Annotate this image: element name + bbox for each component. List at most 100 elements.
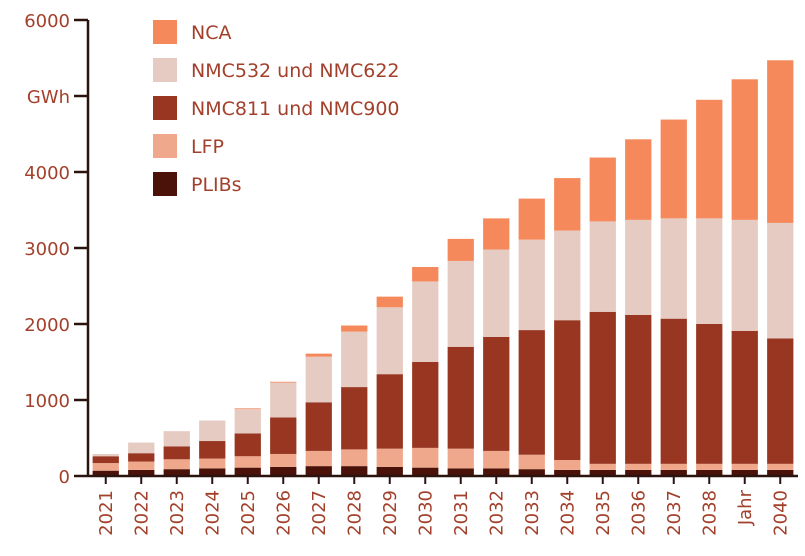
bar-segment-2027-series-0 [305,466,332,476]
bar-segment-2029-series-2 [376,374,403,449]
legend-label: NMC811 und NMC900 [191,98,400,120]
x-tick-label: 2028 [344,490,365,536]
bar-segment-2037-series-3 [660,218,687,319]
x-tick-label: 2037 [664,490,685,536]
bar-segment-2032-series-1 [483,450,510,469]
bar-segment-2028-series-3 [341,331,368,388]
bars-layer [92,60,794,476]
x-tick-label: Jahr [735,489,756,526]
y-tick-label: 1000 [24,391,70,412]
x-tick-label: 2034 [557,490,578,536]
bar-segment-2026-series-4 [270,381,297,383]
bar-segment-2036-series-0 [625,469,652,476]
x-tick-label: 2026 [273,490,294,536]
bar-segment-2038-series-4 [696,99,723,219]
bar-segment-2029-series-0 [376,466,403,476]
bar-segment-2023-series-1 [163,459,190,470]
bar-segment-2040-series-2 [767,338,794,464]
x-tick-label: 2032 [486,490,507,536]
bar-segment-2033-series-3 [518,239,545,331]
y-axis-unit-label: GWh [27,87,70,108]
bar-segment-2040-series-4 [767,60,794,223]
bar-segment-2035-series-1 [589,463,616,470]
bar-segment-2027-series-2 [305,402,332,451]
bar-segment-2034-series-0 [554,469,581,476]
y-tick-label: 3000 [24,239,70,260]
bar-segment-2027-series-3 [305,356,332,403]
x-tick-label: 2022 [131,490,152,536]
bar-segment-2023-series-2 [163,446,190,460]
x-tick-label: 2033 [522,490,543,536]
bar-segment-2034-series-3 [554,230,581,321]
bar-segment-2030-series-2 [412,362,439,448]
bar-segment-2024-series-0 [199,468,226,476]
bar-segment-2031-series-1 [447,448,474,469]
bar-segment-Jahr-series-4 [731,79,758,220]
y-tick-label: 2000 [24,315,70,336]
bar-segment-2036-series-2 [625,314,652,464]
bar-segment-2022-series-3 [128,442,155,454]
bar-segment-2023-series-3 [163,431,190,447]
bar-segment-2027-series-1 [305,450,332,467]
bar-segment-2031-series-0 [447,468,474,476]
legend-label: NCA [191,22,231,44]
x-tick-label: 2030 [415,490,436,536]
bar-segment-2021-series-3 [92,453,119,457]
bar-segment-2021-series-0 [92,470,119,476]
bar-segment-2022-series-1 [128,461,155,470]
bar-segment-2024-series-3 [199,420,226,442]
legend-label: LFP [191,136,224,158]
x-tick-label: 2035 [593,490,614,536]
bar-segment-2034-series-4 [554,178,581,231]
bar-segment-2026-series-0 [270,466,297,476]
bar-segment-2029-series-3 [376,307,403,375]
bar-segment-2037-series-4 [660,119,687,219]
x-tick-label: 2038 [699,490,720,536]
bar-segment-2028-series-0 [341,466,368,476]
bar-segment-2024-series-2 [199,441,226,459]
bar-segment-2036-series-4 [625,139,652,220]
bar-segment-2032-series-0 [483,468,510,476]
y-tick-label: 0 [59,467,70,488]
x-tick-label: 2036 [628,490,649,536]
bar-segment-2030-series-1 [412,447,439,468]
bar-segment-2030-series-0 [412,467,439,476]
bar-segment-2022-series-0 [128,469,155,476]
bar-segment-2040-series-1 [767,463,794,470]
bar-segment-2035-series-3 [589,221,616,312]
bar-segment-2034-series-2 [554,320,581,461]
bar-segment-2030-series-4 [412,267,439,282]
bar-segment-2038-series-0 [696,469,723,476]
bar-segment-2035-series-2 [589,311,616,464]
x-tick-label: 2027 [309,490,330,536]
bar-segment-2026-series-1 [270,453,297,467]
bar-segment-2024-series-1 [199,458,226,469]
bar-segment-2036-series-3 [625,219,652,315]
bar-segment-2033-series-4 [518,198,545,240]
bar-segment-2033-series-2 [518,330,545,455]
x-tick-label: 2023 [167,490,188,536]
bar-segment-2035-series-4 [589,157,616,222]
bar-segment-2029-series-1 [376,448,403,467]
legend-swatch [153,134,177,158]
bar-segment-2036-series-1 [625,463,652,470]
bar-segment-2031-series-3 [447,260,474,347]
legend-label: PLIBs [191,174,242,196]
bar-segment-2025-series-3 [234,409,261,434]
bar-segment-2026-series-3 [270,382,297,418]
bar-segment-2040-series-0 [767,469,794,476]
bar-segment-Jahr-series-0 [731,469,758,476]
bar-segment-2031-series-2 [447,346,474,449]
bar-segment-2021-series-1 [92,463,119,471]
bar-segment-2038-series-1 [696,463,723,470]
x-tick-label: 2025 [238,490,259,536]
x-tick-label: 2024 [202,490,223,536]
bar-segment-2040-series-3 [767,222,794,339]
y-tick-label: 6000 [24,11,70,32]
x-tick-label: 2021 [96,490,117,536]
bar-segment-2033-series-0 [518,469,545,476]
bar-segment-2023-series-0 [163,469,190,476]
bar-segment-2032-series-2 [483,336,510,451]
y-tick-label: 4000 [24,163,70,184]
bar-segment-2037-series-2 [660,318,687,464]
